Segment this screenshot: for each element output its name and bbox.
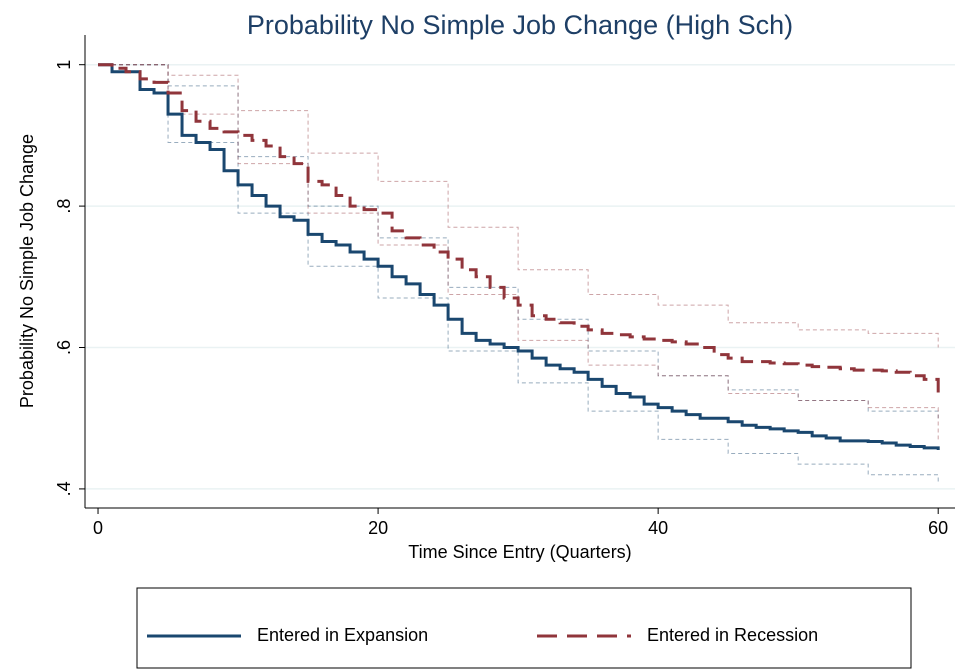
y-tick-label: .6 [54,340,74,355]
confidence-band [98,64,939,419]
x-tick-label: 20 [368,518,388,538]
x-axis-label: Time Since Entry (Quarters) [408,542,631,562]
chart-title: Probability No Simple Job Change (High S… [247,10,793,40]
y-tick-label: 1 [54,60,74,70]
survival-line [98,63,940,397]
confidence-band [98,64,939,482]
confidence-band [98,64,939,348]
y-tick-label: .8 [54,199,74,214]
legend-label: Entered in Recession [647,625,818,645]
legend-label: Entered in Expansion [257,625,428,645]
y-axis-label: Probability No Simple Job Change [17,134,37,408]
survival-line [98,63,940,451]
legend [136,587,912,669]
x-tick-label: 0 [93,518,103,538]
confidence-band [98,64,939,440]
x-tick-label: 40 [648,518,668,538]
y-tick-label: .4 [54,481,74,496]
x-tick-label: 60 [928,518,948,538]
